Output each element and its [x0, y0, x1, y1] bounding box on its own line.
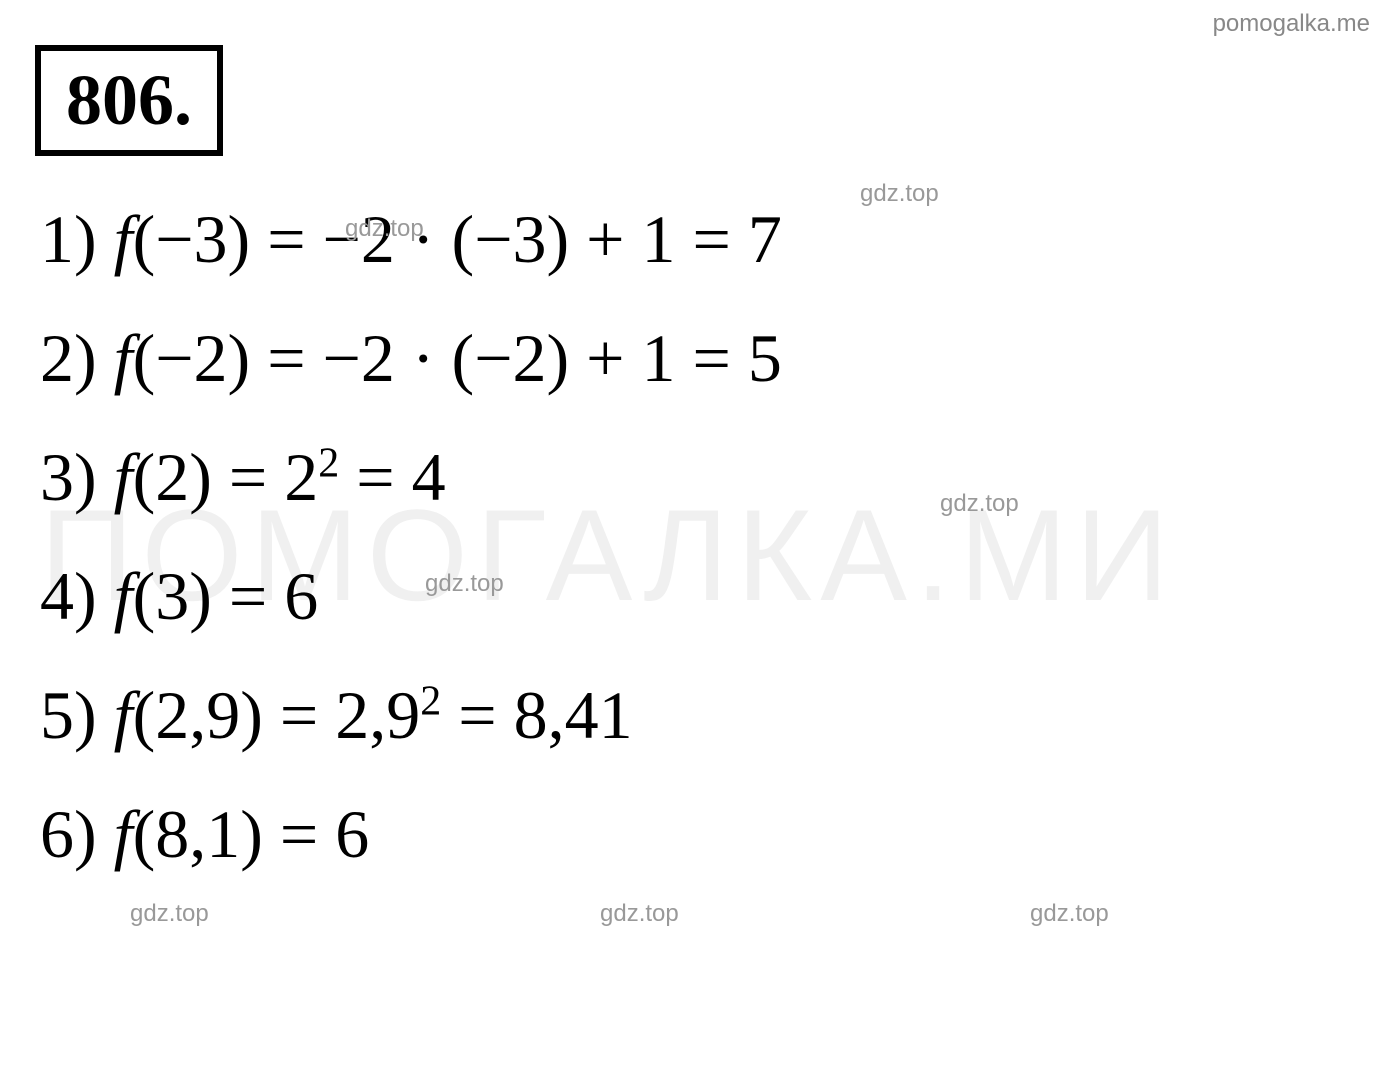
- exponent: 2: [420, 678, 441, 724]
- eq-number: 2): [40, 320, 97, 396]
- eq-number: 3): [40, 439, 97, 515]
- gdz-watermark: gdz.top: [130, 900, 209, 928]
- function-arg: (−2): [133, 320, 251, 396]
- watermark-source: pomogalka.me: [1213, 10, 1370, 38]
- function-name: f: [114, 796, 133, 872]
- equation-body-2: = 4: [356, 439, 445, 515]
- function-arg: (8,1): [133, 796, 263, 872]
- eq-number: 4): [40, 558, 97, 634]
- function-name: f: [114, 439, 133, 515]
- equation-5: 5) f(2,9) = 2,92 = 8,41: [40, 676, 782, 755]
- equation-body-2: = 8,41: [458, 677, 632, 753]
- equation-body: = 2,9: [280, 677, 420, 753]
- function-arg: (2): [133, 439, 212, 515]
- eq-number: 5): [40, 677, 97, 753]
- problem-number-box: 806.: [35, 45, 223, 156]
- equation-body: = 6: [280, 796, 369, 872]
- equation-body: = −2 · (−2) + 1 = 5: [267, 320, 782, 396]
- exponent: 2: [318, 440, 339, 486]
- function-arg: (2,9): [133, 677, 263, 753]
- equation-3: 3) f(2) = 22 = 4: [40, 438, 782, 517]
- equation-body: = 2: [229, 439, 318, 515]
- gdz-watermark: gdz.top: [860, 180, 939, 208]
- function-arg: (3): [133, 558, 212, 634]
- equation-6: 6) f(8,1) = 6: [40, 795, 782, 874]
- equation-2: 2) f(−2) = −2 · (−2) + 1 = 5: [40, 319, 782, 398]
- equation-body: = 6: [229, 558, 318, 634]
- gdz-watermark: gdz.top: [345, 215, 424, 243]
- gdz-watermark: gdz.top: [600, 900, 679, 928]
- function-name: f: [114, 201, 133, 277]
- function-name: f: [114, 558, 133, 634]
- function-arg: (−3): [133, 201, 251, 277]
- equations-container: 1) f(−3) = −2 · (−3) + 1 = 7 2) f(−2) = …: [40, 200, 782, 914]
- gdz-watermark: gdz.top: [1030, 900, 1109, 928]
- function-name: f: [114, 320, 133, 396]
- function-name: f: [114, 677, 133, 753]
- equation-4: 4) f(3) = 6: [40, 557, 782, 636]
- eq-number: 6): [40, 796, 97, 872]
- eq-number: 1): [40, 201, 97, 277]
- gdz-watermark: gdz.top: [940, 490, 1019, 518]
- gdz-watermark: gdz.top: [425, 570, 504, 598]
